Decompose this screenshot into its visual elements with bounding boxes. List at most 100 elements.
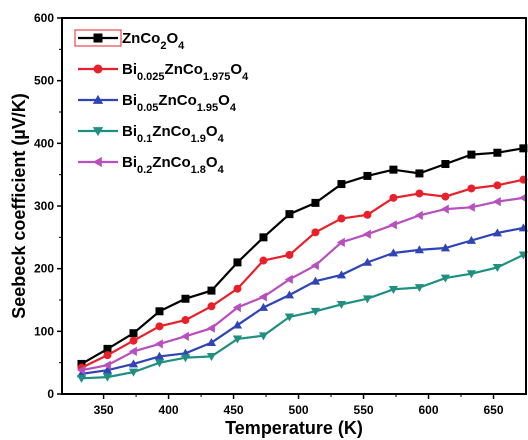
data-point — [207, 302, 216, 311]
data-point — [493, 181, 502, 190]
legend-marker — [92, 94, 104, 104]
data-point — [440, 243, 451, 252]
data-point — [232, 335, 243, 344]
data-point — [76, 365, 85, 375]
data-point — [128, 368, 139, 377]
y-tick-label: 500 — [34, 74, 54, 88]
data-point — [206, 323, 215, 333]
series-line — [81, 178, 524, 369]
data-point — [311, 228, 320, 237]
data-point — [233, 284, 242, 293]
data-point — [363, 210, 372, 219]
data-point — [467, 150, 476, 159]
legend-item: Bi0.2ZnCo1.8O4 — [78, 154, 225, 176]
data-point — [129, 329, 138, 338]
data-point — [180, 354, 191, 363]
data-point — [129, 336, 138, 345]
legend-item: Bi0.025ZnCo1.975O4 — [78, 61, 249, 83]
data-point — [155, 322, 164, 331]
y-tick-label: 300 — [34, 199, 54, 213]
data-point — [414, 284, 425, 293]
data-point — [259, 233, 268, 242]
data-point — [362, 257, 373, 266]
data-point — [414, 210, 423, 220]
data-point — [258, 302, 269, 311]
data-point — [466, 235, 477, 244]
data-point — [128, 359, 139, 368]
data-point — [259, 256, 268, 265]
x-tick-label: 400 — [159, 403, 179, 417]
data-point — [337, 214, 346, 223]
x-tick-label: 500 — [289, 403, 309, 417]
data-point — [440, 274, 451, 283]
data-point — [232, 320, 243, 329]
legend: ZnCo2O4 Bi0.025ZnCo1.975O4 Bi0.05ZnCo1.95O… — [74, 29, 249, 176]
data-point — [76, 374, 87, 383]
data-point — [362, 229, 371, 239]
data-point — [154, 339, 163, 349]
series-4 — [76, 251, 528, 383]
data-point — [492, 197, 501, 207]
data-point — [206, 353, 217, 361]
data-point — [285, 250, 294, 259]
legend-label: Bi0.025ZnCo1.975O4 — [122, 61, 249, 83]
data-point — [206, 338, 217, 347]
data-point — [362, 295, 373, 304]
data-point — [363, 171, 372, 180]
x-tick-label: 450 — [224, 403, 244, 417]
data-point — [519, 144, 528, 153]
legend-item: Bi0.1ZnCo1.9O4 — [78, 123, 225, 145]
data-point — [258, 292, 267, 302]
data-point — [207, 286, 216, 295]
data-point — [284, 313, 295, 322]
data-point — [232, 302, 241, 313]
data-point — [181, 294, 190, 303]
y-tick-label: 100 — [34, 324, 54, 338]
legend-label: Bi0.05ZnCo1.95O4 — [122, 92, 237, 114]
data-point — [284, 274, 293, 284]
legend-item: ZnCo2O4 — [78, 30, 185, 52]
series-5 — [76, 193, 527, 375]
data-point — [102, 365, 113, 374]
data-point — [415, 169, 424, 178]
legend-label: Bi0.2ZnCo1.8O4 — [122, 154, 225, 176]
data-point — [285, 210, 294, 219]
y-tick-label: 0 — [47, 387, 54, 401]
series-line — [81, 253, 524, 380]
data-point — [310, 307, 321, 316]
data-point — [103, 351, 112, 360]
x-tick-label: 550 — [354, 403, 374, 417]
x-axis-title: Temperature (K) — [225, 418, 363, 438]
data-point — [388, 220, 397, 230]
data-point — [180, 331, 189, 341]
y-tick-label: 600 — [34, 11, 54, 25]
data-point — [181, 316, 190, 325]
data-point — [414, 245, 425, 254]
data-point — [258, 332, 269, 341]
data-point — [415, 189, 424, 198]
data-point — [310, 276, 321, 285]
data-point — [441, 160, 450, 169]
data-point — [154, 359, 165, 368]
legend-label: ZnCo2O4 — [122, 30, 185, 52]
data-point — [128, 346, 137, 356]
series-3 — [76, 223, 528, 378]
data-point — [492, 264, 503, 273]
data-point — [440, 204, 449, 214]
data-point — [155, 307, 164, 316]
data-point — [467, 184, 476, 193]
data-point — [466, 202, 475, 212]
data-point — [493, 148, 502, 157]
data-point — [389, 165, 398, 174]
x-tick-label: 600 — [419, 403, 439, 417]
series-line — [81, 226, 524, 375]
legend-item: Bi0.05ZnCo1.95O4 — [78, 92, 237, 114]
legend-marker — [92, 156, 102, 168]
y-tick-label: 400 — [34, 136, 54, 150]
legend-highlight-box — [74, 29, 122, 47]
y-tick-label: 200 — [34, 262, 54, 276]
data-point — [336, 237, 345, 247]
data-point — [102, 373, 113, 382]
series-line — [81, 196, 524, 372]
x-tick-label: 650 — [483, 403, 503, 417]
